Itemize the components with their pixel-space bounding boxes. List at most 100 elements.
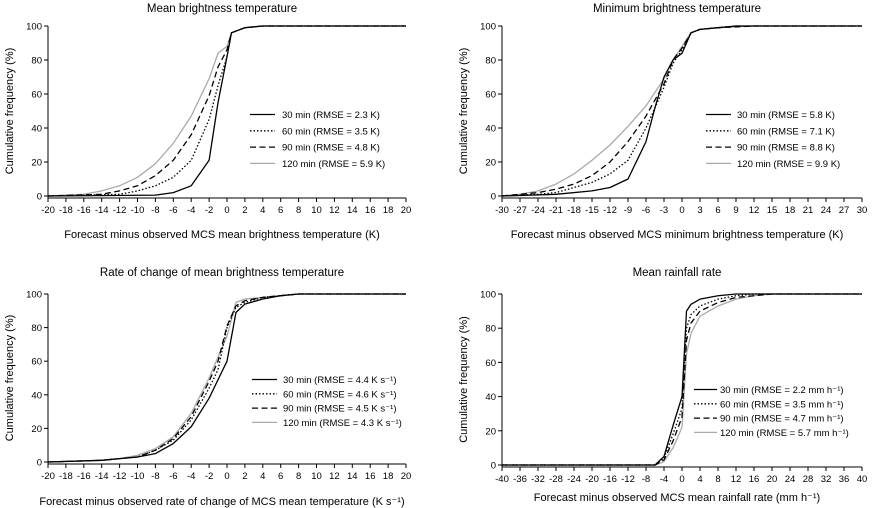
panel-title: Rate of change of mean brightness temper… bbox=[100, 267, 344, 279]
x-tick-label: -10 bbox=[131, 471, 145, 482]
x-tick-label: -20 bbox=[41, 471, 55, 482]
series-line-3 bbox=[47, 25, 406, 197]
x-tick-label: 4 bbox=[260, 205, 265, 216]
x-tick-label: -27 bbox=[513, 205, 527, 216]
x-tick-label: 40 bbox=[857, 474, 868, 485]
legend-label: 90 min (RMSE = 4.8 K) bbox=[282, 143, 380, 154]
y-tick-label: 20 bbox=[31, 424, 42, 435]
legend-label: 120 min (RMSE = 5.7 mm h⁻¹) bbox=[720, 428, 849, 439]
x-tick-label: 32 bbox=[821, 474, 832, 485]
y-tick-label: 80 bbox=[31, 56, 42, 67]
x-tick-label: 12 bbox=[749, 205, 760, 216]
series-line-3 bbox=[501, 25, 862, 197]
x-tick-label: -4 bbox=[660, 474, 668, 485]
x-tick-label: 30 bbox=[857, 205, 868, 216]
x-tick-label: -12 bbox=[603, 205, 617, 216]
panel-3: Rate of change of mean brightness temper… bbox=[4, 267, 411, 508]
y-tick-label: 60 bbox=[485, 90, 496, 101]
legend-label: 30 min (RMSE = 4.4 K s⁻¹) bbox=[283, 375, 397, 386]
y-tick-label: 20 bbox=[31, 158, 42, 169]
x-tick-label: 10 bbox=[311, 205, 322, 216]
x-tick-label: -18 bbox=[567, 205, 581, 216]
x-tick-label: 3 bbox=[697, 205, 702, 216]
legend: 30 min (RMSE = 4.4 K s⁻¹) 60 min (RMSE = … bbox=[252, 375, 402, 429]
x-tick-label: -21 bbox=[549, 205, 563, 216]
y-tick-label: 40 bbox=[485, 124, 496, 135]
x-tick-label: -4 bbox=[187, 471, 195, 482]
legend-label: 120 min (RMSE = 9.9 K) bbox=[737, 159, 840, 170]
legend-label: 120 min (RMSE = 4.3 K s⁻¹) bbox=[283, 418, 402, 429]
legend-label: 120 min (RMSE = 5.9 K) bbox=[282, 159, 385, 170]
x-tick-label: -3 bbox=[660, 205, 668, 216]
x-tick-label: 0 bbox=[679, 474, 684, 485]
x-tick-label: -24 bbox=[567, 474, 581, 485]
y-axis-label: Cumulative frequency (%) bbox=[4, 48, 16, 175]
x-tick-label: 15 bbox=[767, 205, 778, 216]
x-tick-label: 21 bbox=[803, 205, 814, 216]
panel-title: Mean rainfall rate bbox=[633, 267, 722, 279]
x-tick-label: -6 bbox=[169, 471, 177, 482]
x-tick-label: 18 bbox=[383, 205, 394, 216]
x-tick-label: 14 bbox=[347, 471, 358, 482]
x-tick-label: 10 bbox=[311, 471, 322, 482]
y-tick-label: 0 bbox=[491, 192, 496, 203]
x-tick-label: 9 bbox=[733, 205, 738, 216]
y-tick-label: 100 bbox=[480, 290, 496, 301]
x-axis-label: Forecast minus observed MCS minimum brig… bbox=[511, 229, 844, 241]
x-tick-label: 28 bbox=[803, 474, 814, 485]
y-tick-label: 100 bbox=[26, 22, 42, 33]
x-tick-label: -12 bbox=[113, 471, 127, 482]
y-tick-label: 100 bbox=[480, 22, 496, 33]
x-tick-label: 0 bbox=[224, 471, 229, 482]
y-tick-label: 60 bbox=[31, 357, 42, 368]
x-tick-label: 2 bbox=[242, 205, 247, 216]
x-tick-label: -6 bbox=[642, 205, 650, 216]
x-tick-label: -6 bbox=[169, 205, 177, 216]
y-tick-label: 60 bbox=[485, 358, 496, 369]
series-line-3 bbox=[502, 293, 862, 466]
x-tick-label: -18 bbox=[59, 205, 73, 216]
x-tick-label: -24 bbox=[531, 205, 545, 216]
x-tick-label: -4 bbox=[187, 205, 195, 216]
x-tick-label: 24 bbox=[785, 474, 796, 485]
x-tick-label: -8 bbox=[642, 474, 650, 485]
y-tick-label: 40 bbox=[31, 390, 42, 401]
legend-label: 30 min (RMSE = 5.8 K) bbox=[737, 110, 835, 121]
y-tick-label: 80 bbox=[485, 324, 496, 335]
x-tick-label: 8 bbox=[715, 474, 720, 485]
y-axis-label: Cumulative frequency (%) bbox=[4, 315, 16, 442]
y-tick-label: 0 bbox=[37, 458, 42, 469]
x-tick-label: -32 bbox=[531, 474, 545, 485]
x-tick-label: 24 bbox=[821, 205, 832, 216]
x-tick-label: -14 bbox=[95, 471, 109, 482]
y-tick-label: 40 bbox=[31, 124, 42, 135]
x-tick-label: -12 bbox=[621, 474, 635, 485]
x-tick-label: -16 bbox=[603, 474, 617, 485]
x-tick-label: -18 bbox=[59, 471, 73, 482]
legend-label: 60 min (RMSE = 4.6 K s⁻¹) bbox=[283, 389, 397, 400]
x-tick-label: -2 bbox=[205, 205, 213, 216]
y-tick-label: 60 bbox=[31, 90, 42, 101]
x-tick-label: 16 bbox=[365, 205, 376, 216]
y-tick-label: 80 bbox=[31, 323, 42, 334]
x-tick-label: -8 bbox=[151, 205, 159, 216]
x-tick-label: 12 bbox=[329, 471, 340, 482]
x-tick-label: 12 bbox=[329, 205, 340, 216]
x-tick-label: 16 bbox=[365, 471, 376, 482]
x-tick-label: 16 bbox=[749, 474, 760, 485]
legend-label: 90 min (RMSE = 4.5 K s⁻¹) bbox=[283, 404, 397, 415]
x-tick-label: 6 bbox=[278, 205, 283, 216]
panel-1: Mean brightness temperature020406080100-… bbox=[4, 3, 411, 241]
series-line-4 bbox=[502, 293, 862, 466]
x-tick-label: -9 bbox=[624, 205, 632, 216]
series-line-3 bbox=[47, 293, 406, 463]
legend: 30 min (RMSE = 5.8 K) 60 min (RMSE = 7.1 … bbox=[706, 110, 840, 170]
x-tick-label: 27 bbox=[839, 205, 850, 216]
x-tick-label: -12 bbox=[113, 205, 127, 216]
y-tick-label: 80 bbox=[485, 56, 496, 67]
x-tick-label: -20 bbox=[585, 474, 599, 485]
x-tick-label: 4 bbox=[697, 474, 702, 485]
y-axis-label: Cumulative frequency (%) bbox=[458, 48, 470, 175]
y-tick-label: 20 bbox=[485, 426, 496, 437]
